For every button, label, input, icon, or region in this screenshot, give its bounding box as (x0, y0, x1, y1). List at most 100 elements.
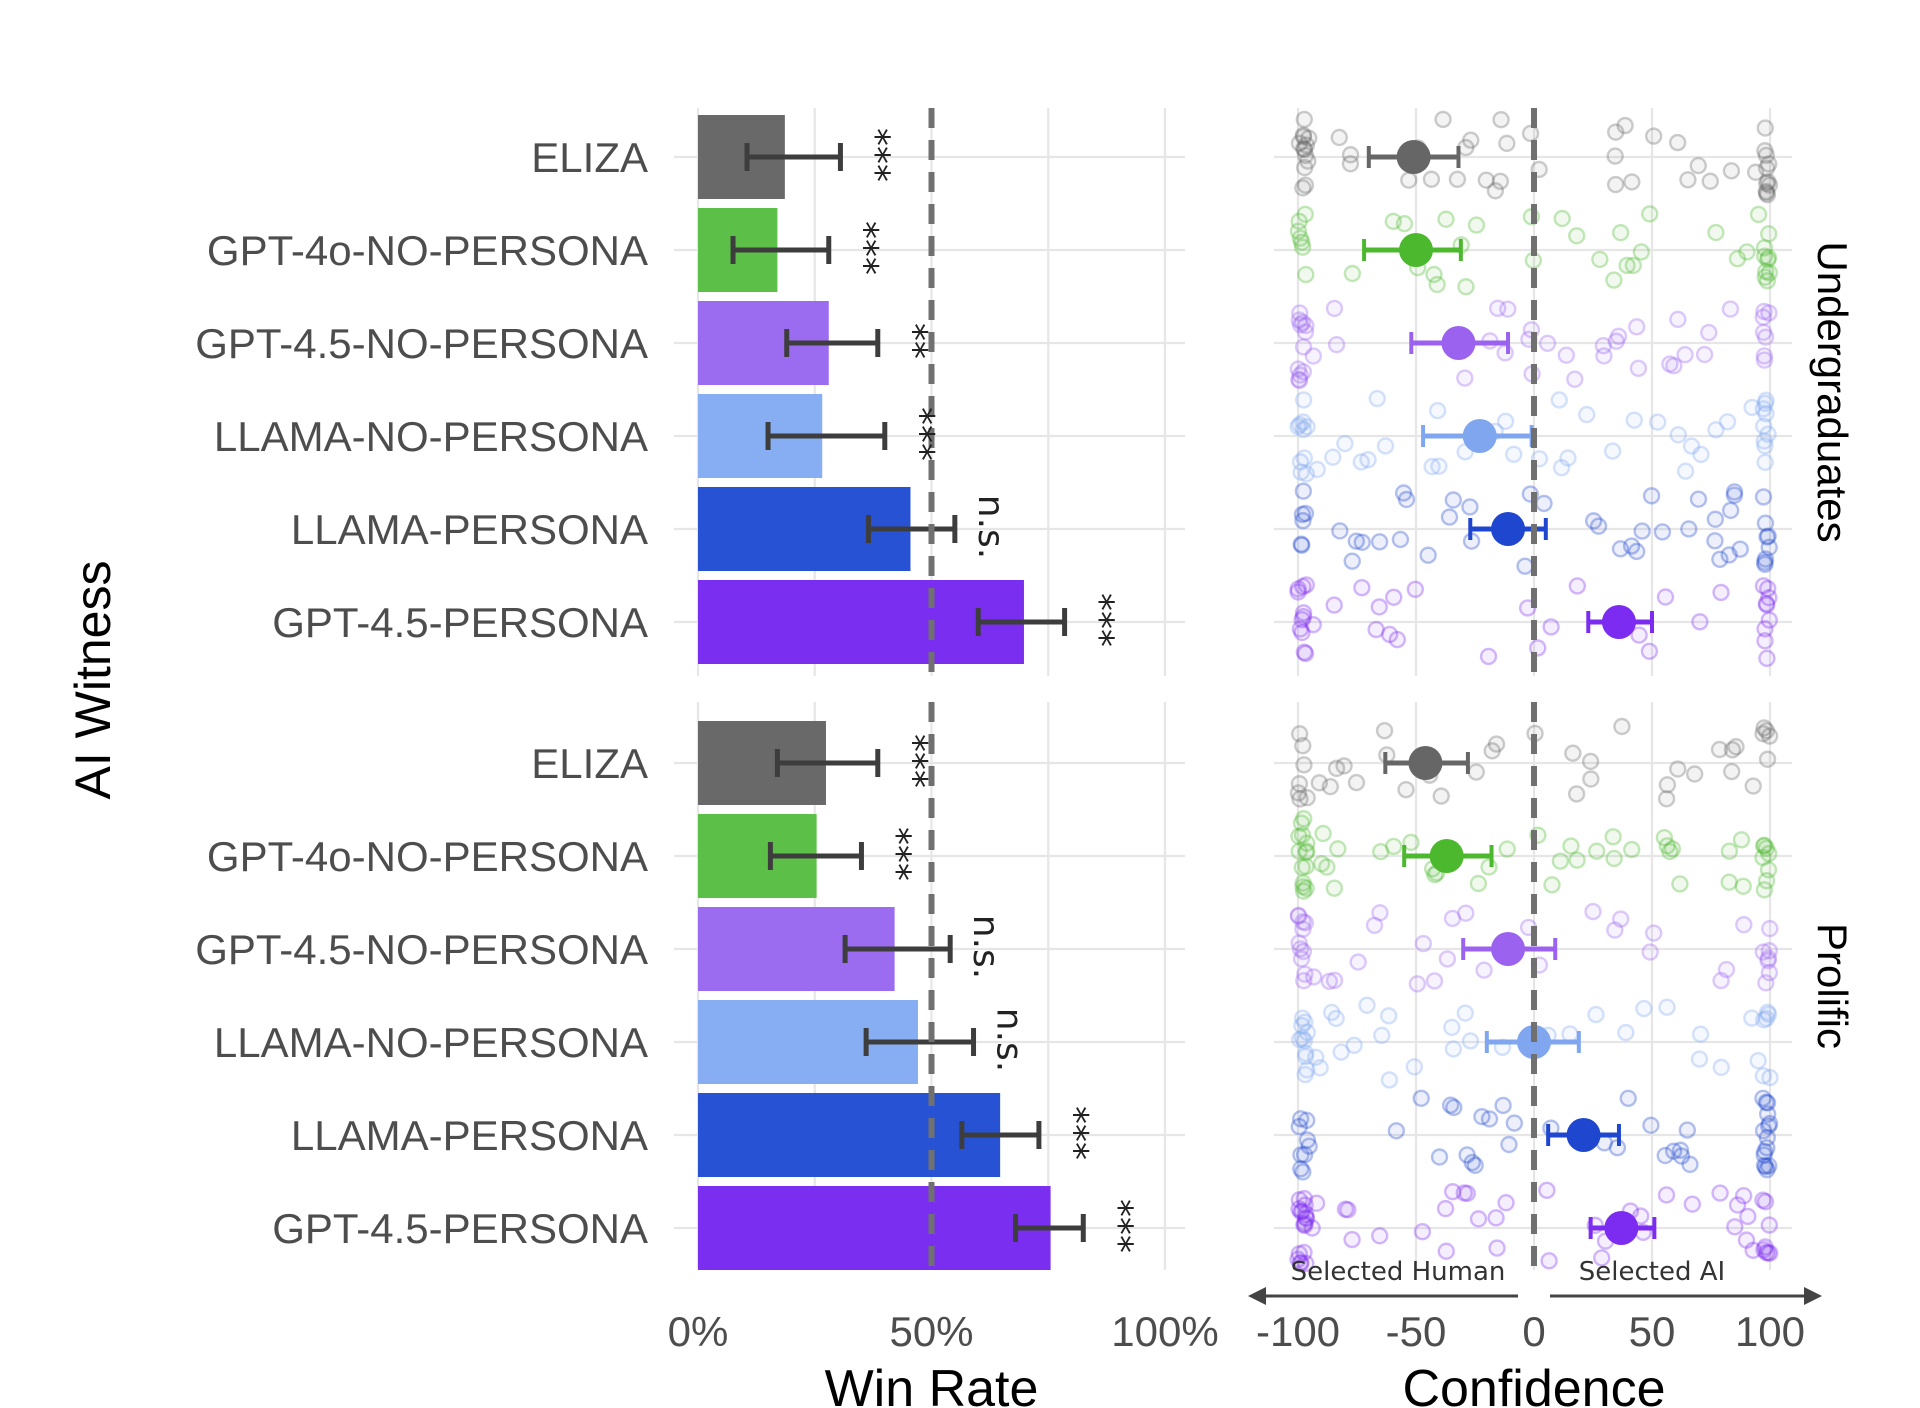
jitter-point (1292, 1160, 1310, 1178)
jitter-point (1296, 914, 1315, 932)
jitter-point (1755, 1241, 1773, 1259)
jitter-point (1293, 826, 1312, 844)
jitter-point (1760, 727, 1779, 745)
jitter-point (1295, 1146, 1314, 1164)
jitter-point (1721, 501, 1740, 520)
confidence-mean-point (1408, 746, 1443, 780)
jitter-point (1757, 182, 1776, 201)
jitter-point (1295, 1215, 1313, 1234)
arrow-label-selected-ai: Selected AI (1579, 1257, 1725, 1287)
x-tick-label: 50% (889, 1308, 973, 1355)
jitter-point (1379, 1007, 1398, 1025)
jitter-point (1661, 842, 1679, 861)
jitter-point (1291, 415, 1309, 434)
jitter-point (1760, 1157, 1778, 1175)
jitter-point (1755, 1146, 1773, 1164)
jitter-point (1690, 1050, 1709, 1068)
jitter-point (1444, 1040, 1463, 1058)
jitter-point (1567, 785, 1586, 803)
jitter-point (1728, 250, 1747, 268)
jitter-point (1706, 510, 1725, 528)
jitter-point (1669, 760, 1687, 778)
y-tick-label: LLAMA-PERSONA (291, 506, 648, 553)
confidence-mean-point (1462, 419, 1497, 453)
jitter-point (1668, 133, 1687, 152)
jitter-point (1676, 462, 1695, 480)
significance-label: *** (844, 221, 885, 275)
jitter-point (1297, 576, 1316, 594)
jitter-point (1324, 448, 1342, 466)
jitter-point (1294, 877, 1312, 896)
jitter-point (1290, 1245, 1309, 1263)
jitter-point (1397, 490, 1416, 509)
jitter-point (1318, 858, 1336, 876)
jitter-point (1298, 418, 1316, 436)
jitter-point (1759, 527, 1777, 545)
jitter-point (1679, 171, 1697, 189)
jitter-point (1297, 1209, 1316, 1228)
jitter-point (1606, 147, 1624, 165)
jitter-point (1290, 934, 1308, 952)
jitter-point (1425, 265, 1443, 284)
jitter-point (1657, 790, 1676, 808)
jitter-point (1678, 1121, 1697, 1139)
jitter-point (1441, 1096, 1460, 1114)
jitter-point (1291, 366, 1309, 384)
significance-label: *** (1080, 593, 1121, 647)
jitter-point (1618, 256, 1636, 275)
jitter-point (1422, 170, 1441, 188)
jitter-point (1657, 1186, 1676, 1204)
jitter-point (1758, 272, 1777, 290)
confidence-mean-point (1441, 326, 1476, 360)
jitter-point (1743, 398, 1761, 417)
jitter-point (1336, 434, 1354, 453)
significance-label: *** (893, 734, 934, 788)
jitter-point (1387, 1122, 1406, 1140)
jitter-point (1290, 370, 1308, 389)
jitter-point (1430, 1148, 1449, 1166)
overlay-layer (730, 108, 1822, 1305)
jitter-point (1521, 124, 1540, 143)
jitter-point (1578, 405, 1596, 424)
jitter-point (1388, 630, 1407, 649)
jitter-point (1630, 626, 1648, 644)
jitter-point (1756, 632, 1774, 650)
jitter-point (1297, 265, 1315, 284)
jitter-point (1423, 457, 1441, 476)
x-axis-title-win-rate: Win Rate (825, 1360, 1039, 1408)
jitter-point (1623, 840, 1641, 859)
jitter-point (1290, 1200, 1308, 1218)
jitter-point (1656, 588, 1675, 606)
jitter-point (1428, 401, 1447, 420)
jitter-point (1760, 1216, 1779, 1234)
jitter-point (1551, 852, 1570, 870)
jitter-point (1658, 998, 1676, 1016)
jitter-point (1444, 491, 1462, 509)
jitter-point (1758, 750, 1777, 768)
jitter-point (1298, 1131, 1317, 1149)
jitter-point (1756, 514, 1775, 532)
jitter-point (1656, 1146, 1674, 1165)
jitter-point (1609, 327, 1628, 345)
jitter-point (1757, 391, 1775, 410)
jitter-point (1297, 136, 1316, 154)
jitter-point (1293, 238, 1312, 256)
jitter-point (1642, 487, 1661, 505)
jitter-point (1314, 824, 1332, 843)
jitter-point (1568, 851, 1586, 869)
jitter-point (1296, 1214, 1314, 1232)
jitter-point (1722, 162, 1741, 180)
confidence-mean-point (1566, 1118, 1601, 1152)
jitter-point (1754, 400, 1773, 418)
jitter-point (1406, 580, 1425, 598)
jitter-point (1616, 116, 1634, 135)
jitter-point (1761, 919, 1779, 938)
jitter-point (1352, 453, 1370, 471)
jitter-point (1455, 1184, 1473, 1202)
jitter-point (1335, 757, 1353, 775)
jitter-point (1758, 185, 1777, 204)
jitter-point (1294, 604, 1313, 622)
jitter-point (1559, 449, 1577, 467)
jitter-point (1419, 546, 1437, 564)
y-tick-label: GPT-4.5-NO-PERSONA (195, 926, 648, 973)
